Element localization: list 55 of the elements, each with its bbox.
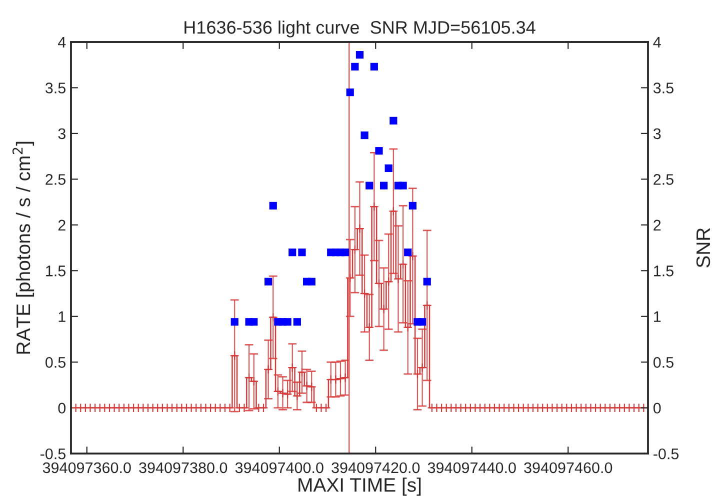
y-tick-label: 1	[58, 311, 66, 322]
x-tick-label: 394097380.0	[139, 462, 228, 474]
y-tick-label: -0.5	[40, 448, 66, 460]
y2-tick-label: 2.5	[654, 174, 674, 185]
x-axis-title: MAXI TIME [s]	[298, 478, 421, 496]
point	[293, 318, 301, 326]
y-tick-label: 3	[58, 128, 66, 140]
point	[346, 88, 354, 96]
point	[399, 182, 407, 190]
x-tick-label: 394097360.0	[42, 462, 131, 474]
y2-tick-label: 0	[653, 402, 661, 414]
point	[360, 131, 368, 140]
y-tick-label: 3.5	[45, 82, 66, 94]
point	[298, 248, 306, 256]
point	[423, 278, 431, 286]
point	[375, 147, 383, 155]
point	[284, 318, 292, 326]
y2-tick-label: 3.5	[653, 82, 674, 94]
y2-tick-label: 3	[653, 128, 661, 140]
point	[418, 318, 426, 326]
point	[250, 318, 258, 326]
point	[408, 202, 416, 210]
y2-tick-label: -0.5	[654, 448, 679, 460]
point	[384, 164, 392, 172]
point	[380, 182, 388, 190]
point	[404, 248, 412, 256]
y-tick-label: 2	[58, 220, 66, 230]
point	[341, 248, 350, 256]
y2-axis-title: SNR	[696, 228, 710, 268]
point	[351, 62, 359, 70]
point	[230, 318, 238, 326]
y-tick-label: 4	[58, 37, 66, 48]
y-tick-label: 0.5	[45, 356, 66, 368]
point	[308, 278, 316, 286]
y2-tick-label: 4	[653, 37, 661, 48]
x-tick-label: 394097420.0	[332, 462, 420, 474]
y2-tick-label: 0.5	[653, 356, 674, 368]
chart-title: H1636-536 light curve SNR MJD=56105.34	[184, 20, 536, 38]
point	[356, 50, 364, 59]
point	[366, 182, 374, 190]
point	[269, 202, 277, 210]
y2-tick-label: 1.5	[654, 266, 674, 276]
point	[264, 278, 272, 286]
y-axis-title: RATE [photons / s / cm$^{2}$]	[12, 142, 34, 354]
y2-tick-label: 2	[654, 220, 661, 230]
y-tick-label: 0	[58, 402, 66, 414]
x-tick-label: 394097460.0	[524, 462, 612, 474]
y2-tick-label: 1	[654, 311, 661, 322]
point	[390, 116, 398, 124]
x-tick-label: 394097440.0	[428, 462, 516, 474]
x-tick-label: 394097400.0	[235, 462, 324, 474]
y-tick-label: 1.5	[46, 266, 66, 276]
y-tick-label: 2.5	[46, 174, 66, 185]
point	[370, 62, 378, 70]
point	[288, 248, 296, 256]
